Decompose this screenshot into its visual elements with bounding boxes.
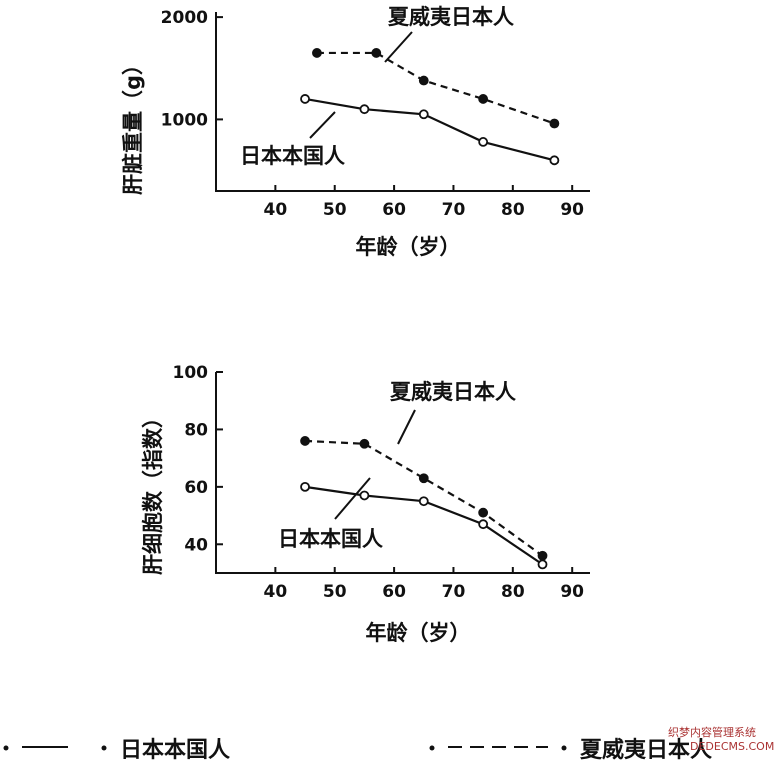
c1-series-1-point-4	[549, 118, 560, 129]
chart2-ylabel: 肝细胞数（指数）	[141, 407, 165, 575]
chart1-pointer-hawaii	[384, 31, 413, 63]
legend: 日本本国人 夏威夷日本人	[3, 737, 712, 761]
c2-series-1-point-3	[478, 507, 489, 518]
chart-liver-cells: 40 60 80 100 40 50 60 70 80 90 肝细胞数（指数） 年龄（岁） 夏威…	[141, 363, 590, 645]
c1-series-line-1	[316, 51, 555, 125]
chart1-xlabel: 年龄（岁）	[356, 235, 461, 259]
c1-xtick-label-3: 70	[442, 200, 466, 220]
c2-series-0-point-4	[537, 559, 548, 570]
c2-ytick-label-0: 40	[184, 535, 208, 555]
c1-xtick-label-0: 40	[264, 200, 288, 220]
c2-xtick-label-3: 70	[442, 582, 466, 602]
watermark-line1: 织梦内容管理系统	[668, 725, 756, 739]
c2-series-0-point-1	[359, 490, 370, 501]
c2-xtick-label-4: 80	[501, 582, 525, 602]
c2-ytick-label-3: 100	[173, 363, 209, 383]
legend-dashed-sample	[429, 745, 567, 751]
chart2-pointer-hawaii	[397, 409, 416, 445]
chart2-axes	[215, 372, 590, 574]
watermark-line2: DEDECMS.COM	[690, 740, 774, 753]
c1-ytick-label-0: 1000	[161, 110, 208, 130]
c2-series-0-point-3	[478, 519, 489, 530]
c1-series-1-point-3	[478, 94, 489, 104]
c2-xtick-label-0: 40	[264, 582, 288, 602]
legend-solid-label: 日本本国人	[120, 738, 230, 761]
chart2-pointer-japan	[334, 477, 371, 520]
chart1-ylabel: 肝脏重量（g）	[121, 54, 145, 195]
c2-ytick-label-2: 80	[184, 420, 208, 440]
c2-xtick-label-1: 50	[323, 582, 347, 602]
c2-series-1-point-4	[537, 550, 548, 561]
c2-series-1-point-0	[300, 436, 310, 446]
chart2-label-japan: 日本本国人	[278, 527, 383, 551]
chart1-pointer-japan	[309, 111, 336, 139]
c1-series-0-point-2	[418, 109, 429, 120]
c1-series-1-point-0	[312, 48, 322, 58]
c2-xtick-label-2: 60	[382, 582, 406, 602]
c1-series-0-point-0	[300, 94, 310, 104]
c1-series-1-point-2	[418, 75, 429, 86]
c1-ytick-label-1: 2000	[161, 8, 208, 28]
c2-series-0-point-0	[300, 481, 310, 492]
legend-dashed-label: 夏威夷日本人	[580, 737, 712, 761]
c1-series-0-point-1	[359, 104, 370, 115]
c2-xtick-label-5: 90	[560, 582, 584, 602]
c1-xtick-label-1: 50	[323, 200, 347, 220]
c1-xtick-label-5: 90	[560, 200, 584, 220]
c2-series-1-point-2	[418, 473, 429, 484]
c1-xtick-label-4: 80	[501, 200, 525, 220]
chart1-label-japan: 日本本国人	[240, 144, 345, 168]
c2-series-1-point-1	[359, 438, 370, 449]
watermark: 织梦内容管理系统 DEDECMS.COM	[668, 725, 774, 753]
c2-series-line-1	[304, 439, 544, 557]
c1-xtick-label-2: 60	[382, 200, 406, 220]
c2-series-0-point-2	[418, 496, 429, 507]
c1-series-0-point-3	[478, 137, 489, 147]
chart-liver-weight: 1000 2000 40 50 60 70 80 90 肝脏重量（g） 年龄（岁） 夏威夷日…	[121, 5, 590, 259]
chart2-xlabel: 年龄（岁）	[366, 621, 471, 645]
chart1-axes	[215, 12, 590, 192]
c1-series-1-point-1	[371, 48, 382, 58]
legend-solid-sample	[3, 745, 107, 751]
chart1-label-hawaii: 夏威夷日本人	[388, 5, 514, 29]
c1-series-0-point-4	[549, 155, 560, 166]
chart2-label-hawaii: 夏威夷日本人	[390, 380, 516, 404]
c2-ytick-label-1: 60	[184, 478, 208, 498]
